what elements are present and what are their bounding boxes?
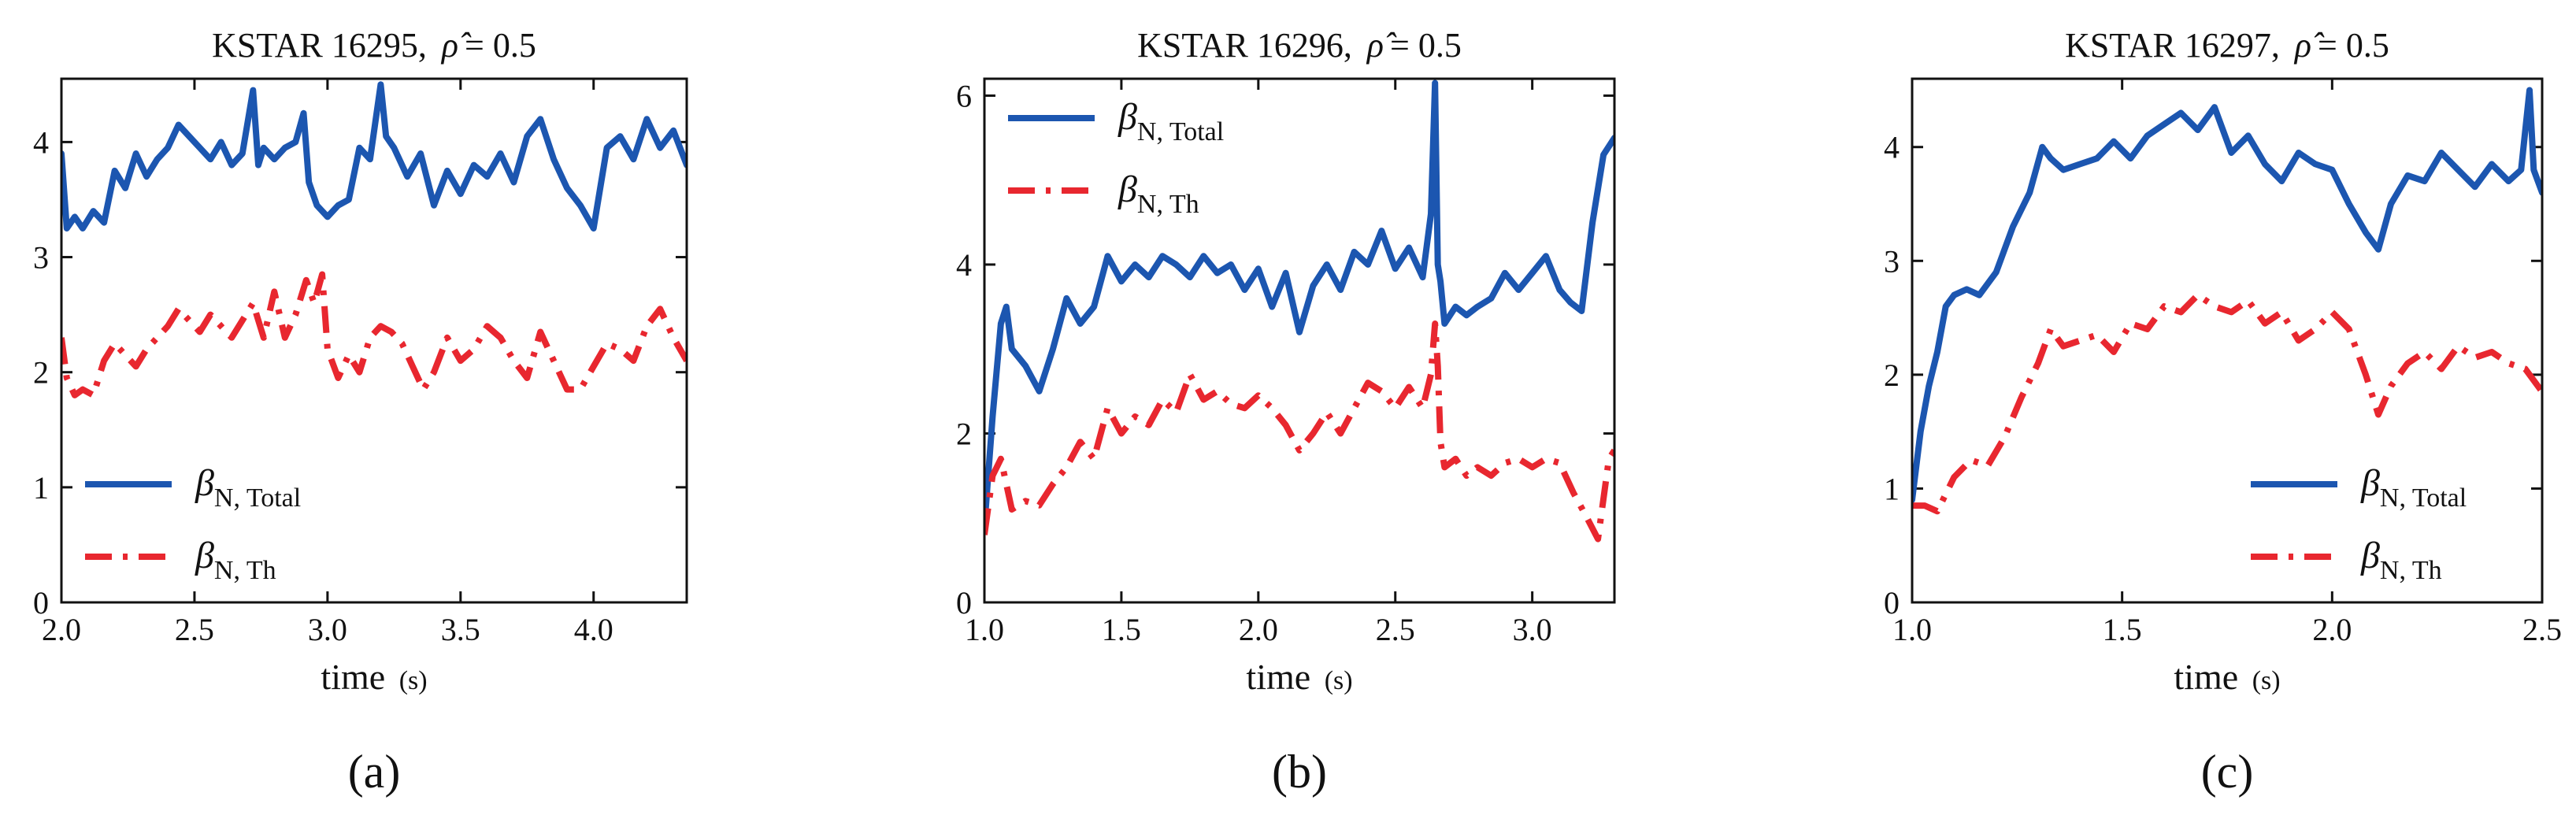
plot-frame [1911, 77, 2544, 604]
x-tick-label: 3.5 [441, 612, 480, 647]
chart-panel-b: KSTAR 16296, ρ̂ = 0.5 1.0 1.5 2.0 2.5 3.0 0 2 4 6 t… [956, 26, 1616, 798]
y-tick-label: 6 [956, 78, 972, 113]
chart-title-suffix: = 0.5 [465, 26, 536, 65]
x-tick-label: 1.5 [1102, 612, 1141, 647]
legend-entry: βN, Total [195, 462, 301, 513]
x-axis-unit: (s) [399, 666, 428, 695]
x-axis-label: time (s) [1246, 657, 1352, 697]
legend-symbol: β [195, 535, 214, 576]
legend-entry: βN, Th [2360, 535, 2442, 585]
x-tick-label: 2.5 [175, 612, 214, 647]
legend-subscript: N, Th [2380, 556, 2442, 585]
chart-title: KSTAR 16295, ρ̂ = 0.5 [212, 26, 536, 65]
series-line-total [984, 80, 1614, 530]
y-tick-label: 2 [1884, 357, 1900, 393]
plot-frame [60, 77, 688, 604]
series-line-thermal [1912, 291, 2542, 515]
panel-label: (b) [1272, 746, 1327, 798]
legend-symbol: β [2360, 462, 2380, 504]
x-axis-label-text: time [2174, 657, 2247, 697]
x-axis-label-text: time [321, 657, 394, 697]
legend-entry: βN, Total [1118, 96, 1224, 146]
chart-title-prefix: KSTAR 16297, [2065, 26, 2289, 65]
plot-frame [983, 77, 1616, 604]
x-axis-unit: (s) [1325, 666, 1353, 695]
x-axis-unit: (s) [2252, 666, 2281, 695]
y-tick-label: 0 [1884, 585, 1900, 620]
legend-symbol: β [195, 462, 214, 504]
y-tick-label: 0 [33, 585, 49, 620]
chart-title-suffix: = 0.5 [2318, 26, 2389, 65]
x-tick-label: 2.0 [42, 612, 81, 647]
legend-symbol: β [2360, 535, 2380, 576]
legend-subscript: N, Total [214, 483, 301, 513]
panel-label: (a) [348, 746, 401, 798]
x-axis-label: time (s) [2174, 657, 2280, 697]
x-tick-label: 3.0 [308, 612, 347, 647]
panel-label: (c) [2201, 746, 2254, 798]
chart-title-prefix: KSTAR 16296, [1137, 26, 1361, 65]
legend-entry: βN, Total [2360, 462, 2467, 513]
y-tick-label: 4 [1884, 130, 1900, 165]
y-tick-label: 1 [33, 470, 49, 506]
y-tick-label: 2 [33, 355, 49, 391]
chart-title-prefix: KSTAR 16295, [212, 26, 436, 65]
legend-symbol: β [1118, 169, 1137, 210]
y-tick-label: 3 [33, 240, 49, 276]
legend-entry: βN, Th [195, 535, 276, 585]
legend-entry: βN, Th [1118, 169, 1199, 219]
x-tick-label: 1.5 [2103, 612, 2142, 647]
series-line-total [1912, 87, 2542, 503]
x-axis-label: time (s) [321, 657, 427, 697]
x-tick-label: 2.0 [1239, 612, 1278, 647]
series-line-total [61, 81, 687, 232]
legend-subscript: N, Th [1137, 190, 1199, 219]
series-line-thermal [61, 271, 687, 398]
legend-subscript: N, Total [2380, 483, 2467, 513]
x-tick-label: 1.0 [1892, 612, 1932, 647]
y-tick-label: 3 [1884, 243, 1900, 279]
x-tick-label: 2.5 [1376, 612, 1415, 647]
y-tick-label: 4 [956, 247, 972, 283]
legend-symbol: β [1118, 96, 1137, 138]
legend-subscript: N, Th [214, 556, 276, 585]
x-tick-label: 3.0 [1513, 612, 1552, 647]
y-tick-label: 1 [1884, 471, 1900, 506]
chart-title-suffix: = 0.5 [1390, 26, 1462, 65]
y-tick-label: 0 [956, 585, 972, 620]
chart-panel-c: KSTAR 16297, ρ̂ = 0.5 1.0 1.5 2.0 2.5 0 1 2 3 4 tim… [1884, 26, 2562, 798]
series-line-thermal [984, 320, 1614, 543]
x-tick-label: 2.0 [2312, 612, 2352, 647]
x-tick-label: 2.5 [2522, 612, 2562, 647]
chart-title: KSTAR 16296, ρ̂ = 0.5 [1137, 26, 1462, 65]
y-tick-label: 4 [33, 124, 49, 160]
x-tick-label: 1.0 [965, 612, 1004, 647]
y-tick-label: 2 [956, 416, 972, 451]
x-axis-label-text: time [1246, 657, 1319, 697]
legend-subscript: N, Total [1137, 117, 1224, 146]
chart-title: KSTAR 16297, ρ̂ = 0.5 [2065, 26, 2389, 65]
chart-panel-a: KSTAR 16295, ρ̂ = 0.5 2.0 2.5 3.0 3.5 4.0 0 1 2 3 4… [33, 26, 688, 798]
x-tick-label: 4.0 [574, 612, 613, 647]
